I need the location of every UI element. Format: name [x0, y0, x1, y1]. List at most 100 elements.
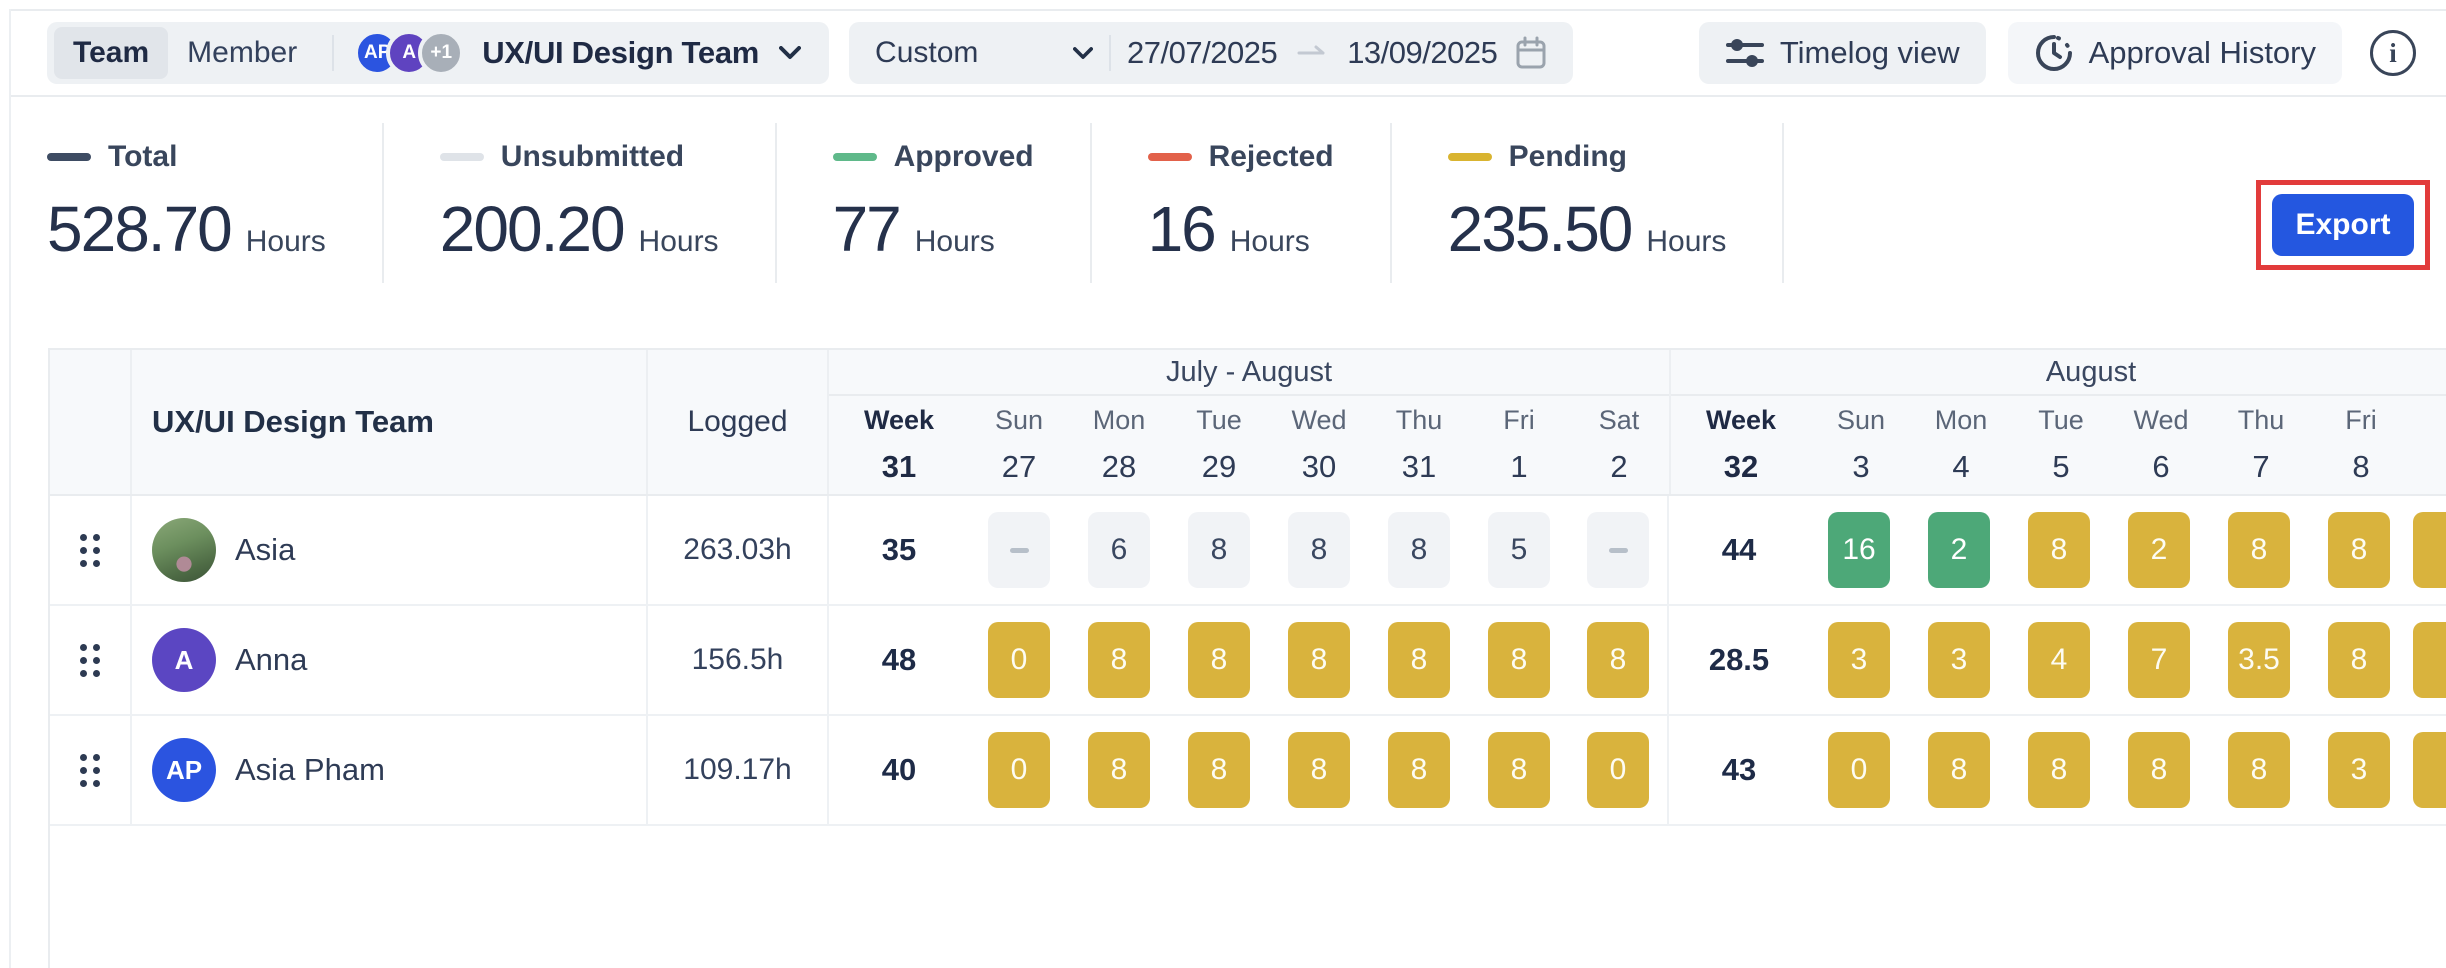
day-cell — [969, 496, 1069, 604]
hour-cell-chip[interactable]: 2 — [1928, 512, 1990, 588]
tab-team[interactable]: Team — [54, 27, 169, 79]
empty-hour-chip[interactable] — [988, 512, 1050, 588]
page-left-border — [9, 9, 11, 968]
hour-cell-chip[interactable]: 7 — [2128, 622, 2190, 698]
hour-cell-chip[interactable]: 8 — [2228, 512, 2290, 588]
day-cell: 8 — [1369, 606, 1469, 714]
day-cell: 8 — [1569, 606, 1669, 714]
hour-cell-chip[interactable]: 8 — [2128, 732, 2190, 808]
day-name: Sun — [1836, 405, 1886, 435]
day-cell-partial — [2409, 496, 2446, 604]
hour-cell-chip[interactable]: 8 — [1188, 512, 1250, 588]
hour-cell-chip[interactable]: 3 — [1828, 622, 1890, 698]
hour-cell-chip[interactable]: 8 — [1288, 732, 1350, 808]
hour-cell-chip[interactable] — [2413, 732, 2446, 808]
drag-cell — [50, 496, 132, 604]
week-label: Week — [1705, 405, 1777, 435]
day-cell: 0 — [1809, 716, 1909, 824]
hour-cell-chip[interactable]: 3.5 — [2228, 622, 2290, 698]
hour-cell-chip[interactable]: 8 — [1188, 622, 1250, 698]
hour-cell-chip[interactable]: 8 — [1288, 622, 1350, 698]
legend-dash — [1147, 153, 1192, 161]
hour-cell-chip[interactable]: 8 — [1388, 512, 1450, 588]
hour-cell-chip[interactable]: 8 — [1928, 732, 1990, 808]
hour-cell-chip[interactable]: 8 — [1088, 622, 1150, 698]
range-preset-dropdown[interactable]: Custom — [875, 36, 1094, 70]
calendar-icon[interactable] — [1515, 36, 1547, 70]
drag-handle-icon[interactable] — [80, 753, 100, 787]
hour-cell-chip[interactable]: 8 — [1288, 512, 1350, 588]
stat-label: Total — [108, 140, 178, 173]
week-total-cell: 43 — [1669, 716, 1809, 824]
hour-cell-chip[interactable]: 8 — [1088, 732, 1150, 808]
hour-cell-chip[interactable]: 8 — [2228, 732, 2290, 808]
hour-cell-chip[interactable]: 6 — [1088, 512, 1150, 588]
avatar-photo — [152, 518, 216, 582]
team-dropdown-label[interactable]: UX/UI Design Team — [482, 35, 760, 70]
day-date: 3 — [1852, 449, 1870, 484]
info-icon[interactable]: i — [2370, 30, 2416, 76]
hour-cell-chip[interactable]: 8 — [1388, 622, 1450, 698]
hour-cell-chip[interactable]: 5 — [1488, 512, 1550, 588]
avatar: AP — [152, 738, 216, 802]
week-total-cell: 28.5 — [1669, 606, 1809, 714]
hour-cell-chip[interactable]: 0 — [1587, 732, 1649, 808]
day-cell: 8 — [2209, 496, 2309, 604]
chevron-down-icon — [1073, 46, 1094, 59]
export-highlight-box: Export — [2256, 180, 2430, 270]
end-date-field[interactable]: 13/09/2025 — [1347, 35, 1498, 70]
chevron-down-icon[interactable] — [779, 46, 802, 60]
hour-cell-chip[interactable]: 0 — [988, 732, 1050, 808]
timelog-view-button[interactable]: Timelog view — [1698, 22, 1986, 84]
hour-cell-chip[interactable] — [2413, 622, 2446, 698]
week-number: 31 — [881, 449, 917, 484]
hour-cell-chip[interactable]: 0 — [1828, 732, 1890, 808]
day-date: 31 — [1401, 449, 1437, 484]
day-name: Sat — [1598, 405, 1640, 435]
day-name: Wed — [1291, 405, 1347, 435]
day-cell: 8 — [1269, 716, 1369, 824]
approval-history-label: Approval History — [2088, 35, 2316, 70]
hour-cell-chip[interactable]: 8 — [2328, 622, 2390, 698]
legend-dash — [47, 153, 91, 161]
hour-cell-chip[interactable]: 8 — [1488, 622, 1550, 698]
member-cell[interactable]: AP Asia Pham — [132, 716, 648, 824]
hour-cell-chip[interactable]: 8 — [2028, 512, 2090, 588]
hour-cell-chip[interactable]: 8 — [1488, 732, 1550, 808]
table-row: AP Asia Pham 109.17h 40 0 8 8 8 8 8 0 43 0 8 8 8 8 3 — [50, 716, 2446, 826]
timesheet-table: UX/UI Design Team Logged July - August W… — [48, 348, 2446, 968]
day-cell: 7 — [2109, 606, 2209, 714]
hour-cell-chip[interactable]: 8 — [1587, 622, 1649, 698]
start-date-field[interactable]: 27/07/2025 — [1127, 35, 1278, 70]
empty-hour-chip[interactable] — [1587, 512, 1649, 588]
day-cell: 8 — [1469, 716, 1569, 824]
hour-cell-chip[interactable]: 8 — [1188, 732, 1250, 808]
hour-cell-chip[interactable]: 16 — [1828, 512, 1890, 588]
logged-column-header: Logged — [648, 350, 829, 494]
tab-member[interactable]: Member — [187, 36, 298, 69]
hour-cell-chip[interactable]: 4 — [2028, 622, 2090, 698]
stat-value: 16 — [1147, 193, 1217, 265]
export-button[interactable]: Export — [2272, 194, 2414, 256]
member-name: Anna — [235, 642, 308, 677]
hour-cell-chip[interactable]: 0 — [988, 622, 1050, 698]
member-cell[interactable]: Asia — [132, 496, 648, 604]
stat-label: Pending — [1508, 140, 1627, 173]
member-cell[interactable]: A Anna — [132, 606, 648, 714]
day-cell: 0 — [969, 716, 1069, 824]
week-group-header: July - August Week 31 Sun 27 Mon 28 Tue 29 Wed 30… — [829, 350, 1671, 494]
hour-cell-chip[interactable]: 8 — [2328, 512, 2390, 588]
day-date: 4 — [1952, 449, 1970, 484]
day-column-header: Thu 31 — [1369, 396, 1469, 494]
hour-cell-chip[interactable]: 3 — [2328, 732, 2390, 808]
hour-cell-chip[interactable]: 8 — [1388, 732, 1450, 808]
hour-cell-chip[interactable]: 3 — [1928, 622, 1990, 698]
hour-cell-chip[interactable]: 8 — [2028, 732, 2090, 808]
drag-column-header — [50, 350, 132, 494]
approval-history-button[interactable]: Approval History — [2007, 22, 2342, 84]
hour-cell-chip[interactable] — [2413, 512, 2446, 588]
logged-value: 263.03h — [683, 533, 792, 566]
hour-cell-chip[interactable]: 2 — [2128, 512, 2190, 588]
drag-handle-icon[interactable] — [80, 533, 100, 567]
drag-handle-icon[interactable] — [80, 643, 100, 677]
